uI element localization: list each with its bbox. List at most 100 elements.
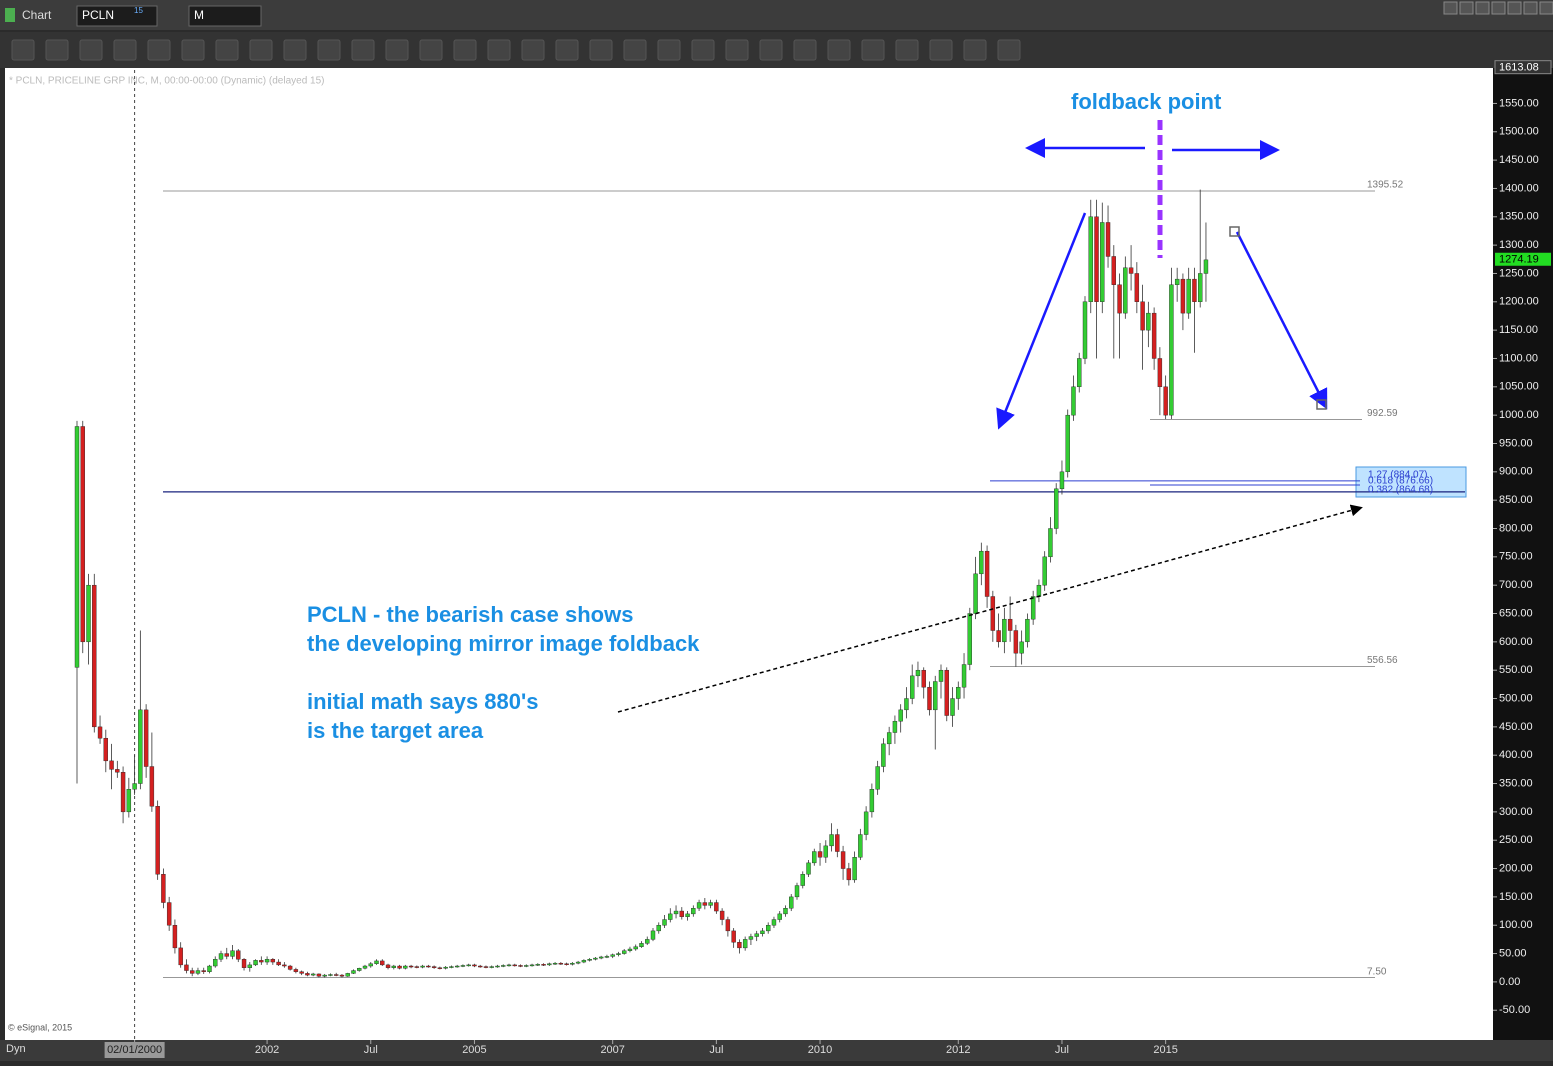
fib-label: 0.382 (864.68): [1368, 484, 1433, 495]
tool-button[interactable]: [419, 39, 443, 61]
candle-body: [1174, 278, 1180, 285]
candle-body: [685, 913, 690, 917]
y-tick-label: 550.00: [1499, 664, 1533, 676]
candle-body: [230, 950, 235, 957]
level-label: 1395.52: [1367, 180, 1404, 191]
candle-body: [783, 908, 788, 915]
tool-button[interactable]: [657, 39, 681, 61]
candle-body: [328, 974, 333, 976]
candle-body: [748, 936, 754, 940]
tool-button[interactable]: [521, 39, 545, 61]
candle-body: [1071, 386, 1076, 416]
candle-body: [535, 964, 540, 966]
candle-body: [334, 974, 339, 976]
tool-button[interactable]: [555, 39, 579, 61]
candle-body: [1151, 312, 1157, 359]
tool-button[interactable]: [759, 39, 783, 61]
tool-button[interactable]: [215, 39, 239, 61]
marker-square: [1316, 399, 1327, 410]
y-tick-label: 300.00: [1499, 806, 1533, 818]
candle-body: [385, 964, 391, 968]
candle-body: [846, 868, 852, 881]
y-tick-label: 1150.00: [1499, 324, 1538, 336]
candle-body: [357, 968, 362, 971]
candle-body: [956, 686, 961, 699]
y-tick-label: 1250.00: [1499, 267, 1539, 279]
tool-button[interactable]: [997, 39, 1021, 61]
candle-body: [466, 964, 471, 967]
candle-body: [990, 596, 996, 631]
candle-body: [754, 933, 759, 937]
mode: Dyn: [6, 1043, 26, 1055]
tool-button[interactable]: [385, 39, 409, 61]
candle-body: [207, 965, 212, 972]
window-button[interactable]: [1539, 1, 1553, 15]
window-button[interactable]: [1507, 1, 1522, 15]
window-button[interactable]: [1443, 1, 1458, 15]
x-tick-label: 2005: [462, 1044, 486, 1056]
y-tick-label: -50.00: [1499, 1004, 1530, 1016]
candle-body: [898, 709, 903, 722]
window-button[interactable]: [1491, 1, 1506, 15]
tool-button[interactable]: [861, 39, 885, 61]
tool-button[interactable]: [691, 39, 715, 61]
window-button[interactable]: [1475, 1, 1490, 15]
interval-input[interactable]: [188, 5, 262, 27]
tool-button[interactable]: [487, 39, 511, 61]
y-tick-label: 1200.00: [1499, 296, 1539, 308]
candle-body: [264, 959, 270, 963]
candle-body: [622, 950, 627, 954]
tool-button[interactable]: [827, 39, 851, 61]
candle-body: [120, 771, 126, 813]
price-axis: [1493, 68, 1553, 1040]
tool-button[interactable]: [453, 39, 477, 61]
tool-button[interactable]: [147, 39, 171, 61]
candle-body: [714, 902, 719, 912]
candle-body: [524, 965, 529, 967]
y-tick-label: 1350.00: [1499, 211, 1539, 223]
candle-body: [984, 550, 990, 597]
tool-button[interactable]: [79, 39, 103, 61]
candle-body: [979, 550, 984, 575]
window-button[interactable]: [1523, 1, 1538, 15]
candle-body: [437, 967, 443, 969]
tool-button[interactable]: [317, 39, 341, 61]
tool-button[interactable]: [11, 39, 35, 61]
candle-body: [431, 966, 437, 968]
candle-body: [679, 910, 684, 917]
tool-button[interactable]: [45, 39, 69, 61]
candle-body: [518, 965, 523, 967]
tool-button[interactable]: [793, 39, 817, 61]
candle-body: [892, 720, 898, 733]
candle-body: [189, 970, 195, 974]
window-button[interactable]: [1459, 1, 1474, 15]
tool-button[interactable]: [623, 39, 647, 61]
tool-button[interactable]: [963, 39, 987, 61]
candle-body: [138, 709, 143, 784]
candle-body: [771, 919, 777, 926]
candle-body: [875, 766, 880, 790]
tool-button[interactable]: [929, 39, 953, 61]
y-tick-label: 1000.00: [1499, 409, 1539, 421]
marker-square: [1229, 226, 1240, 237]
candle-body: [1203, 259, 1209, 274]
tool-button[interactable]: [249, 39, 273, 61]
candle-body: [305, 973, 310, 976]
candle-body: [143, 709, 149, 767]
tool-button[interactable]: [895, 39, 919, 61]
x-tick-label: 2012: [946, 1044, 970, 1056]
candle-body: [339, 974, 345, 977]
symbol-input[interactable]: [76, 5, 158, 27]
tool-button[interactable]: [725, 39, 749, 61]
candle-body: [1053, 488, 1059, 529]
tool-button[interactable]: [351, 39, 375, 61]
tool-button[interactable]: [283, 39, 307, 61]
candle-body: [938, 669, 944, 682]
tool-button[interactable]: [181, 39, 205, 61]
tool-button[interactable]: [113, 39, 137, 61]
y-tick-label: 900.00: [1499, 466, 1533, 478]
x-tick-label: 2010: [808, 1044, 832, 1056]
tool-button[interactable]: [589, 39, 613, 61]
x-tick-label: 02/01/2000: [107, 1044, 162, 1056]
y-tick-label: 450.00: [1499, 721, 1533, 733]
